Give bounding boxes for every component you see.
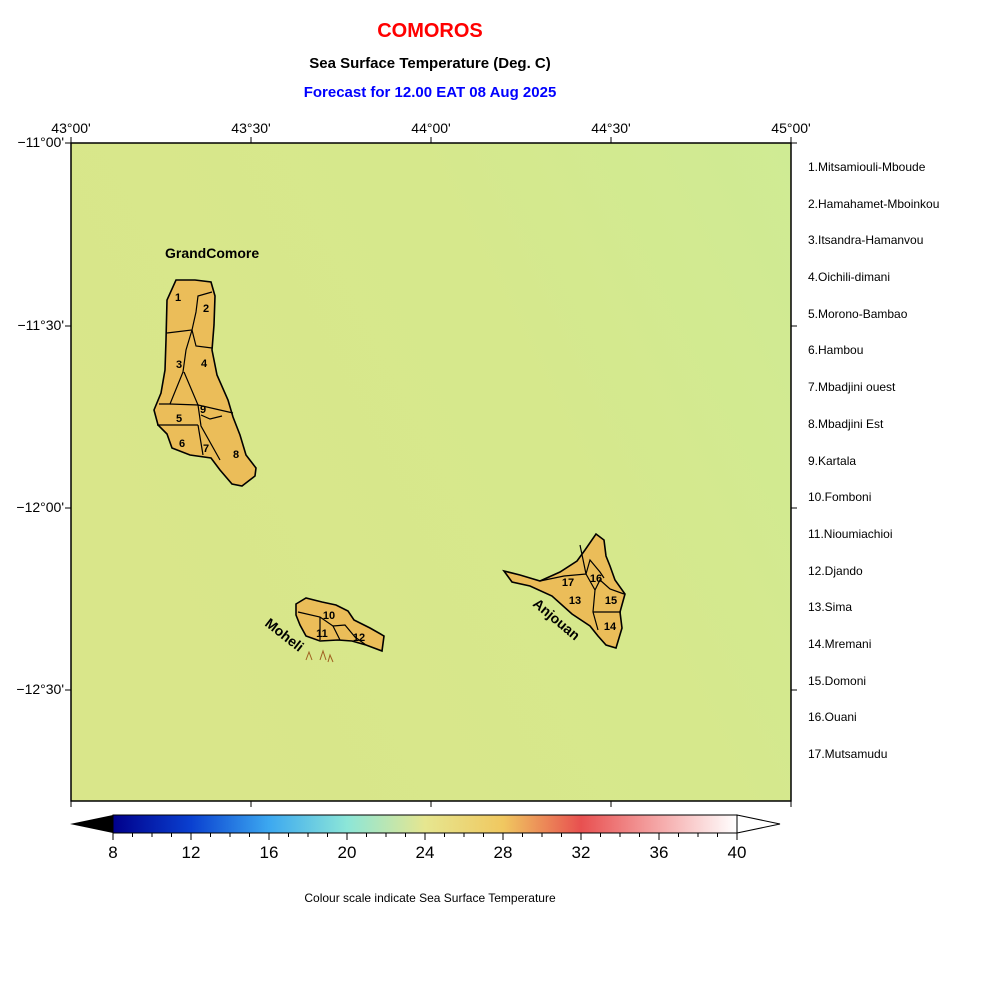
legend-item: 4.Oichili-dimani (808, 270, 891, 285)
region-number-12: 12 (353, 632, 365, 644)
region-number-13: 13 (569, 595, 581, 607)
sea-surface-field (71, 143, 791, 801)
region-number-17: 17 (562, 577, 574, 589)
legend-item: 5.Morono-Bambao (808, 306, 908, 321)
district-legend: 1.Mitsamiouli-Mboude 2.Hamahamet-Mboinko… (808, 158, 998, 782)
legend-item: 15.Domoni (808, 673, 867, 688)
moheli-boundaries (297, 611, 367, 646)
region-number-2: 2 (203, 303, 209, 315)
lat-label-12-30: −12°30' (16, 681, 64, 697)
anjouan-island (502, 532, 626, 649)
lon-label-45-00: 45°00' (771, 120, 811, 136)
forecast-label: Forecast for 12.00 EAT 08 Aug 2025 (303, 84, 557, 101)
axis-ticks (65, 137, 797, 807)
grand-comore-island (153, 279, 257, 487)
legend-item: 13.Sima (808, 600, 853, 615)
grand-comore-boundaries (157, 291, 234, 461)
region-number-5: 5 (176, 413, 182, 425)
legend-item: 17.Mutsamudu (808, 747, 888, 761)
colorbar-tick-24: 24 (415, 843, 435, 862)
colorbar-tick-12: 12 (181, 843, 201, 862)
lon-label-44-00: 44°00' (411, 120, 451, 136)
map-subtitle: Sea Surface Temperature (Deg. C) (309, 55, 551, 72)
colorbar-high-arrow (736, 814, 781, 834)
region-number-4: 4 (201, 358, 208, 370)
colorbar-tick-16: 16 (259, 843, 279, 862)
grand-comore-label: GrandComore (165, 245, 259, 261)
legend-item: 11.Nioumiachioi (808, 526, 893, 541)
colorbar-tick-36: 36 (649, 843, 669, 862)
colorbar-tick-8: 8 (108, 843, 118, 862)
region-number-6: 6 (179, 438, 185, 450)
lon-label-43-00: 43°00' (51, 120, 91, 136)
region-number-16: 16 (590, 573, 602, 585)
colorbar-ticks (112, 833, 738, 840)
anjouan-boundaries (539, 544, 625, 631)
region-number-11: 11 (316, 628, 328, 640)
colorbar-gradient (113, 815, 737, 833)
region-number-14: 14 (604, 621, 617, 633)
moheli-islets (305, 649, 334, 663)
colorbar-tick-20: 20 (337, 843, 357, 862)
region-number-7: 7 (203, 443, 209, 455)
legend-item: 9.Kartala (808, 453, 857, 468)
colorbar-tick-40: 40 (727, 843, 747, 862)
region-number-3: 3 (176, 359, 182, 371)
colorbar-caption: Colour scale indicate Sea Surface Temper… (304, 891, 556, 905)
lat-label-11-00: −11°00' (17, 134, 64, 150)
region-number-15: 15 (605, 595, 617, 607)
colorbar-low-arrow (70, 815, 113, 833)
region-number-1: 1 (175, 292, 181, 304)
legend-item: 1.Mitsamiouli-Mboude (808, 160, 926, 174)
colorbar-tick-32: 32 (571, 843, 591, 862)
region-numbers: 1 2 3 4 5 6 7 8 9 10 11 12 13 14 15 16 1… (175, 292, 617, 644)
legend-item: 12.Djando (808, 563, 863, 578)
legend-item: 3.Itsandra-Hamanvou (808, 233, 924, 248)
legend-item: 10.Fomboni (808, 490, 872, 505)
region-number-9: 9 (200, 404, 206, 416)
colorbar-tick-28: 28 (493, 843, 513, 862)
legend-item: 16.Ouani (808, 710, 857, 725)
legend-item: 7.Mbadjini ouest (808, 380, 896, 395)
moheli-island (295, 597, 385, 663)
map-title: COMOROS (377, 20, 483, 42)
legend-item: 6.Hambou (808, 343, 864, 358)
region-number-10: 10 (323, 610, 335, 622)
lat-label-12-00: −12°00' (16, 499, 64, 515)
lon-label-44-30: 44°30' (591, 120, 631, 136)
legend-item: 2.Hamahamet-Mboinkou (808, 196, 940, 211)
colorbar (70, 814, 781, 840)
legend-item: 14.Mremani (808, 636, 872, 651)
moheli-outline (295, 597, 385, 653)
lon-label-43-30: 43°30' (231, 120, 271, 136)
region-number-8: 8 (233, 449, 239, 461)
legend-item: 8.Mbadjini Est (808, 416, 884, 431)
lat-label-11-30: −11°30' (17, 317, 64, 333)
